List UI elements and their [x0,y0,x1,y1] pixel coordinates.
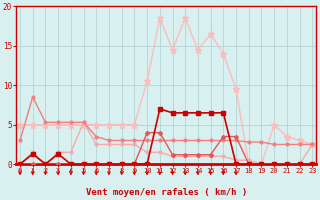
X-axis label: Vent moyen/en rafales ( km/h ): Vent moyen/en rafales ( km/h ) [85,188,247,197]
